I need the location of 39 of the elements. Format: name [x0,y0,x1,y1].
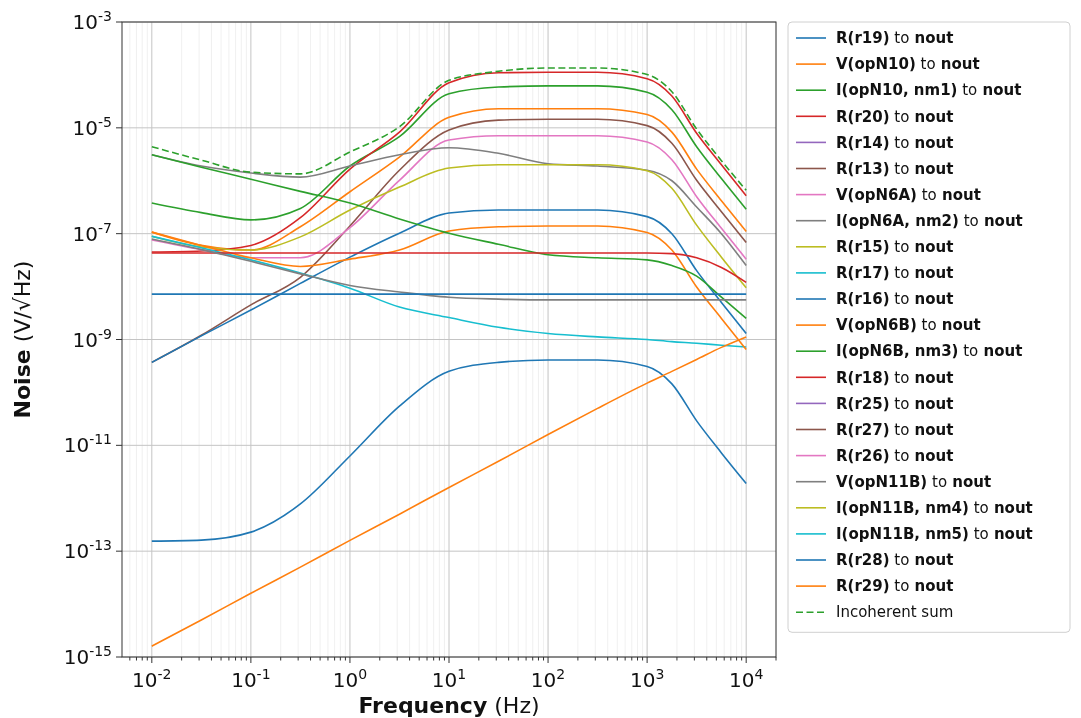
x-tick-label: 10$^{4}$ [728,666,764,692]
legend-label: Incoherent sum [836,603,954,622]
legend-label: R(r16) to nout [836,290,954,309]
legend-label: R(r28) to nout [836,551,954,570]
legend-label: R(r27) to nout [836,420,954,439]
legend-label: R(r29) to nout [836,577,954,596]
y-tick-label: 10$^{-7}$ [72,219,112,246]
legend-label: R(r15) to nout [836,238,954,257]
x-tick-label: 10$^{3}$ [629,666,665,692]
legend-label: R(r26) to nout [836,446,954,465]
legend-label: V(opN6A) to nout [836,185,981,204]
legend-label: I(opN6A, nm2) to nout [836,211,1023,230]
legend-label: R(r19) to nout [836,29,954,48]
legend-label: R(r18) to nout [836,368,954,387]
legend-label: R(r17) to nout [836,264,954,283]
x-tick-label: 10$^{-2}$ [132,666,172,692]
y-axis-title: Noise (V/√Hz) [10,260,35,419]
legend-label: V(opN11B) to nout [836,472,992,491]
legend-label: V(opN6B) to nout [836,316,981,335]
y-tick-label: 10$^{-11}$ [63,431,112,458]
x-axis-title: Frequency (Hz) [358,693,540,718]
y-tick-label: 10$^{-9}$ [72,325,112,352]
legend-label: V(opN10) to nout [836,55,980,74]
y-tick-label: 10$^{-13}$ [63,537,112,564]
x-tick-label: 10$^{2}$ [530,666,566,692]
x-tick-label: 10$^{-1}$ [231,666,271,692]
y-tick-label: 10$^{-3}$ [72,8,112,34]
legend-label: I(opN11B, nm5) to nout [836,525,1033,544]
x-tick-label: 10$^{0}$ [332,666,368,692]
legend-label: R(r25) to nout [836,394,954,413]
y-tick-label: 10$^{-15}$ [63,643,112,669]
legend-label: I(opN6B, nm3) to nout [836,342,1023,361]
legend-label: R(r20) to nout [836,107,954,126]
legend-label: I(opN10, nm1) to nout [836,81,1022,100]
y-tick-label: 10$^{-5}$ [72,113,112,140]
legend-label: I(opN11B, nm4) to nout [836,499,1033,518]
legend-label: R(r13) to nout [836,159,954,178]
legend-label: R(r14) to nout [836,133,954,152]
x-tick-label: 10$^{1}$ [431,666,467,692]
